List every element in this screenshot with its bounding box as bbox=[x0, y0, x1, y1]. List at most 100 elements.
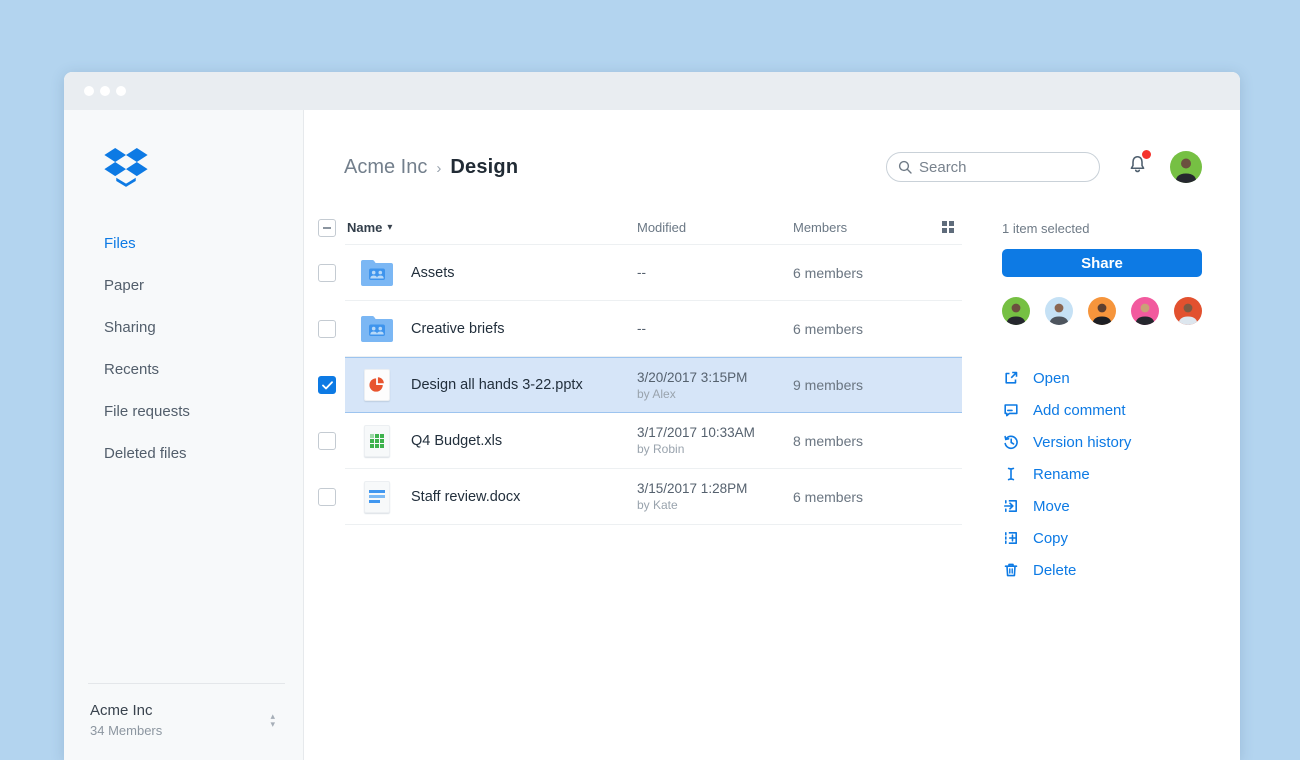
window-dot[interactable] bbox=[84, 86, 94, 96]
modified-date: 3/15/2017 1:28PM bbox=[637, 481, 748, 496]
action-move[interactable]: Move bbox=[1002, 490, 1202, 522]
row-checkbox[interactable] bbox=[318, 376, 336, 394]
sidebar-item-file-requests[interactable]: File requests bbox=[104, 402, 190, 420]
file-name: Creative briefs bbox=[411, 320, 505, 337]
modified-by: by Alex bbox=[637, 386, 676, 401]
sidebar-item-files[interactable]: Files bbox=[104, 234, 136, 252]
team-switcher-chevrons-icon[interactable]: ▴ ▾ bbox=[270, 711, 275, 729]
action-rename[interactable]: Rename bbox=[1002, 458, 1202, 490]
team-switcher[interactable]: Acme Inc 34 Members ▴ ▾ bbox=[88, 683, 285, 760]
search-icon bbox=[898, 160, 912, 174]
breadcrumb-parent[interactable]: Acme Inc bbox=[344, 155, 428, 178]
members-count: 6 members bbox=[793, 488, 864, 505]
modified-by: by Kate bbox=[637, 498, 678, 512]
members-count: 9 members bbox=[793, 377, 864, 393]
dropbox-logo-icon[interactable] bbox=[104, 148, 148, 188]
table-row[interactable]: Q4 Budget.xls 3/17/2017 10:33AM by Robin… bbox=[318, 413, 962, 469]
members-count: 6 members bbox=[793, 320, 864, 337]
main-content: Acme Inc › Design bbox=[304, 110, 1240, 760]
team-name: Acme Inc bbox=[90, 702, 153, 719]
window-dot[interactable] bbox=[116, 86, 126, 96]
detail-panel: 1 item selected Share bbox=[1002, 211, 1202, 586]
move-icon bbox=[1004, 500, 1017, 512]
modified-date: -- bbox=[637, 321, 646, 336]
action-delete[interactable]: Delete bbox=[1002, 554, 1202, 586]
check-icon bbox=[321, 380, 333, 389]
app-window: Files Paper Sharing Recents File request… bbox=[64, 72, 1240, 760]
action-copy[interactable]: Copy bbox=[1002, 522, 1202, 554]
members-count: 6 members bbox=[793, 264, 864, 281]
excel-file-icon bbox=[361, 423, 393, 459]
rename-icon bbox=[1007, 467, 1015, 481]
search-input[interactable] bbox=[919, 158, 1079, 176]
person-photo-icon bbox=[1092, 303, 1112, 325]
member-avatar[interactable] bbox=[1045, 297, 1073, 325]
sidebar-item-paper[interactable]: Paper bbox=[104, 276, 145, 294]
sidebar: Files Paper Sharing Recents File request… bbox=[64, 110, 304, 760]
search-box[interactable] bbox=[886, 152, 1100, 182]
user-avatar[interactable] bbox=[1170, 151, 1202, 183]
sidebar-item-deleted-files[interactable]: Deleted files bbox=[104, 444, 187, 462]
row-checkbox[interactable] bbox=[318, 488, 336, 506]
action-open[interactable]: Open bbox=[1002, 362, 1202, 394]
file-name: Design all hands 3-22.pptx bbox=[411, 377, 583, 393]
shared-folder-icon bbox=[361, 311, 393, 347]
modified-date: 3/17/2017 10:33AM bbox=[637, 425, 755, 440]
modified-by: by Robin bbox=[637, 442, 685, 456]
file-name: Staff review.docx bbox=[411, 488, 521, 505]
person-photo-icon bbox=[1175, 158, 1197, 183]
person-photo-icon bbox=[1006, 303, 1026, 325]
column-header-name[interactable]: Name ▾ bbox=[347, 220, 393, 235]
notification-badge bbox=[1142, 149, 1151, 159]
window-dot[interactable] bbox=[100, 86, 110, 96]
notifications-button[interactable] bbox=[1127, 149, 1151, 181]
window-titlebar[interactable] bbox=[64, 72, 1240, 110]
file-table: Name ▾ Modified Members bbox=[318, 211, 962, 586]
comment-icon bbox=[1004, 404, 1018, 417]
table-row[interactable]: Staff review.docx 3/15/2017 1:28PM by Ka… bbox=[318, 469, 962, 525]
person-photo-icon bbox=[1049, 303, 1069, 325]
table-header: Name ▾ Modified Members bbox=[318, 211, 962, 245]
file-name: Q4 Budget.xls bbox=[411, 432, 503, 449]
open-icon bbox=[1005, 371, 1018, 384]
table-row[interactable]: Creative briefs -- 6 members bbox=[318, 301, 962, 357]
share-button[interactable]: Share bbox=[1002, 249, 1202, 277]
word-file-icon bbox=[361, 479, 393, 515]
action-add-comment[interactable]: Add comment bbox=[1002, 394, 1202, 426]
column-header-members[interactable]: Members bbox=[793, 220, 848, 235]
select-all-checkbox[interactable] bbox=[318, 219, 336, 237]
file-actions: Open Add comment bbox=[1002, 362, 1202, 586]
bell-icon bbox=[1130, 155, 1145, 172]
member-avatars bbox=[1002, 297, 1202, 325]
column-header-modified[interactable]: Modified bbox=[637, 220, 687, 235]
copy-icon bbox=[1005, 532, 1017, 544]
breadcrumb: Acme Inc › Design bbox=[344, 156, 518, 179]
member-avatar[interactable] bbox=[1002, 297, 1030, 325]
team-member-count: 34 Members bbox=[90, 723, 163, 738]
grid-view-toggle-icon[interactable] bbox=[942, 221, 954, 233]
member-avatar[interactable] bbox=[1174, 297, 1202, 325]
sort-caret-icon: ▾ bbox=[387, 222, 393, 233]
version-history-icon bbox=[1004, 435, 1018, 450]
members-count: 8 members bbox=[793, 432, 864, 449]
member-avatar[interactable] bbox=[1131, 297, 1159, 325]
sidebar-item-sharing[interactable]: Sharing bbox=[104, 318, 156, 336]
row-checkbox[interactable] bbox=[318, 432, 336, 450]
modified-date: 3/20/2017 3:15PM bbox=[637, 369, 748, 385]
row-checkbox[interactable] bbox=[318, 320, 336, 338]
table-row[interactable]: Assets -- 6 members bbox=[318, 245, 962, 301]
breadcrumb-current: Design bbox=[450, 155, 519, 178]
table-row[interactable]: Design all hands 3-22.pptx 3/20/2017 3:1… bbox=[318, 357, 962, 413]
delete-icon bbox=[1004, 563, 1018, 577]
file-name: Assets bbox=[411, 264, 455, 281]
breadcrumb-separator-icon: › bbox=[436, 159, 442, 177]
person-photo-icon bbox=[1178, 303, 1198, 325]
powerpoint-file-icon bbox=[361, 367, 393, 403]
row-checkbox[interactable] bbox=[318, 264, 336, 282]
sidebar-item-recents[interactable]: Recents bbox=[104, 360, 160, 378]
sidebar-nav: Files Paper Sharing Recents File request… bbox=[104, 222, 190, 474]
member-avatar[interactable] bbox=[1088, 297, 1116, 325]
action-version-history[interactable]: Version history bbox=[1002, 426, 1202, 458]
modified-date: -- bbox=[637, 265, 646, 280]
person-photo-icon bbox=[1135, 303, 1155, 325]
